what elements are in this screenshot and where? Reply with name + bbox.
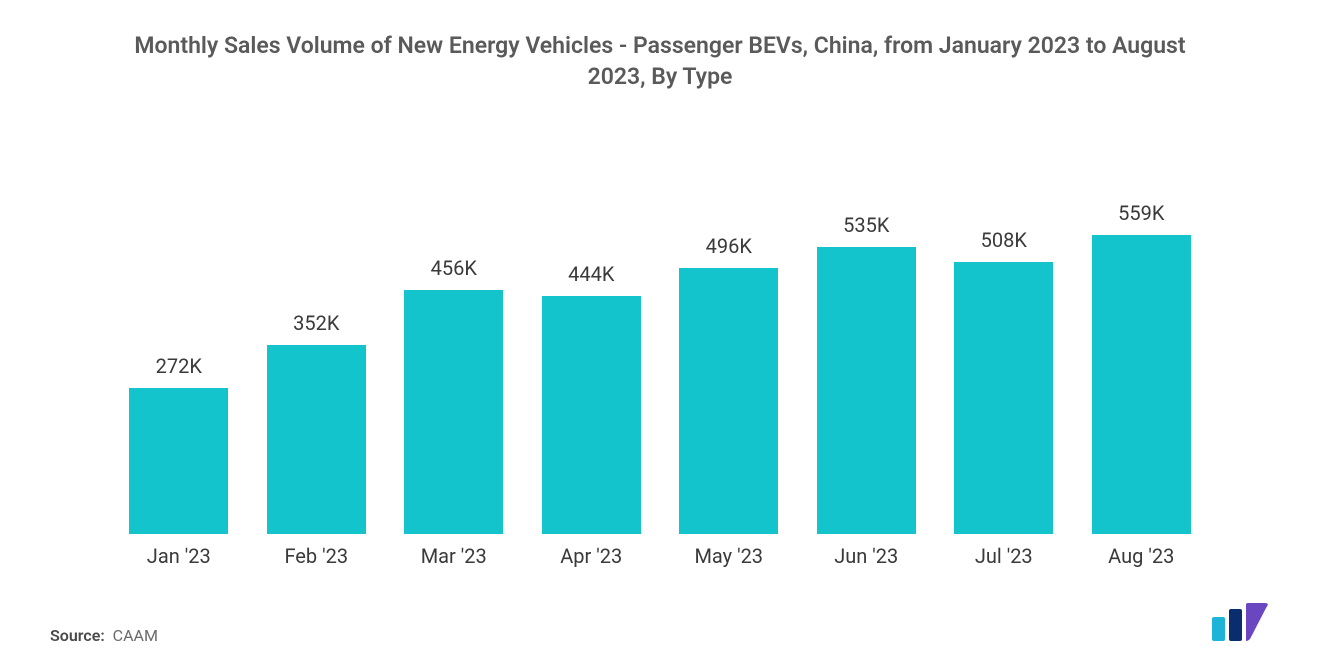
bar [404, 290, 503, 534]
bar [954, 262, 1053, 534]
bar-group: 456K [385, 162, 523, 534]
x-axis-label: Feb '23 [248, 544, 386, 568]
bar-value-label: 559K [1118, 201, 1164, 225]
x-axis-label: Apr '23 [523, 544, 661, 568]
source-text: CAAM [113, 626, 158, 645]
x-axis-label: Mar '23 [385, 544, 523, 568]
bar-group: 352K [248, 162, 386, 534]
bar-value-label: 444K [568, 262, 614, 286]
bar-group: 496K [660, 162, 798, 534]
bar-value-label: 272K [156, 354, 202, 378]
bar-group: 508K [935, 162, 1073, 534]
logo-icon [1212, 603, 1270, 641]
brand-logo [1212, 603, 1270, 645]
bar-group: 444K [523, 162, 661, 534]
source-prefix: Source: [50, 626, 105, 645]
source-attribution: Source: CAAM [50, 626, 158, 645]
x-axis-label: Jan '23 [110, 544, 248, 568]
x-axis-label: Aug '23 [1073, 544, 1211, 568]
bar-value-label: 352K [293, 311, 339, 335]
chart-container: Monthly Sales Volume of New Energy Vehic… [0, 0, 1320, 665]
bar-value-label: 535K [843, 213, 889, 237]
bar-group: 535K [798, 162, 936, 534]
bar [542, 296, 641, 534]
bar [679, 268, 778, 534]
bar [1092, 235, 1191, 534]
x-axis-label: Jul '23 [935, 544, 1073, 568]
chart-footer: Source: CAAM [50, 568, 1270, 645]
bar-group: 272K [110, 162, 248, 534]
x-axis-label: Jun '23 [798, 544, 936, 568]
bar-value-label: 496K [706, 234, 752, 258]
bar-value-label: 508K [981, 228, 1027, 252]
bar [267, 345, 366, 534]
chart-title: Monthly Sales Volume of New Energy Vehic… [110, 30, 1210, 92]
chart-x-axis: Jan '23Feb '23Mar '23Apr '23May '23Jun '… [50, 534, 1270, 568]
x-axis-label: May '23 [660, 544, 798, 568]
chart-plot-area: 272K 352K 456K 444K 496K 535K 508K 559K [50, 102, 1270, 534]
bar-group: 559K [1073, 162, 1211, 534]
bar [129, 388, 228, 534]
bar [817, 247, 916, 534]
bar-value-label: 456K [431, 256, 477, 280]
